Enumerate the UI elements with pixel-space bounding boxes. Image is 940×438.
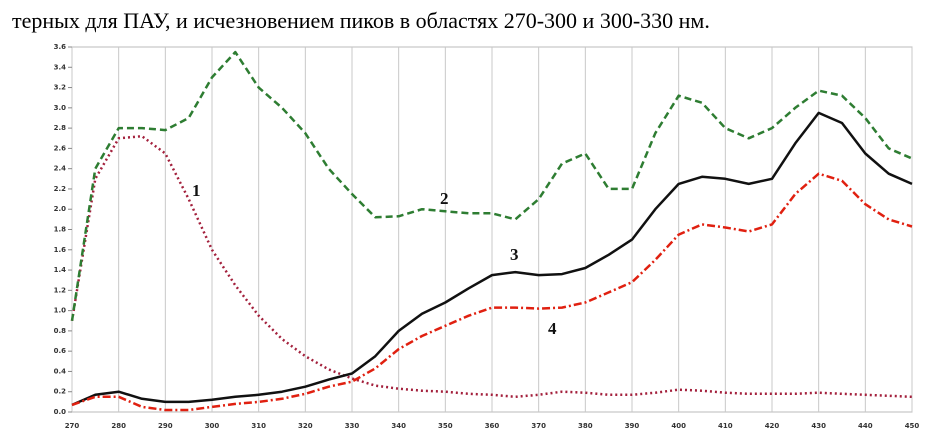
y-tick-label: 2.8 (54, 124, 67, 132)
y-tick-label: 2.2 (54, 185, 67, 193)
caption: терных для ПАУ, и исчезновением пиков в … (12, 8, 710, 33)
y-tick-label: 0.6 (54, 347, 67, 355)
y-tick-label: 3.6 (54, 43, 67, 51)
y-tick-label: 1.2 (54, 286, 67, 294)
x-tick-label: 400 (671, 422, 686, 430)
y-tick-label: 2.4 (54, 165, 67, 173)
x-tick-label: 350 (438, 422, 453, 430)
y-tick-label: 1.4 (54, 266, 67, 274)
y-tick-label: 2.6 (54, 144, 67, 152)
y-tick-label: 2.0 (54, 205, 67, 213)
x-tick-label: 440 (858, 422, 873, 430)
x-tick-label: 450 (905, 422, 920, 430)
x-tick-label: 270 (65, 422, 80, 430)
x-tick-label: 300 (205, 422, 220, 430)
y-tick-label: 1.0 (54, 307, 67, 315)
y-tick-label: 0.2 (54, 388, 67, 396)
x-tick-label: 430 (811, 422, 826, 430)
y-tick-label: 3.2 (54, 84, 67, 92)
x-tick-label: 330 (345, 422, 360, 430)
y-tick-label: 0.8 (54, 327, 67, 335)
y-tick-label: 0.4 (54, 367, 67, 375)
y-tick-label: 0.0 (54, 408, 67, 416)
series-line (71, 111, 913, 407)
x-tick-label: 370 (531, 422, 546, 430)
series-label: 2 (440, 189, 449, 208)
y-tick-label: 1.6 (54, 246, 67, 254)
y-tick-label: 3.0 (54, 104, 67, 112)
series-label: 1 (192, 181, 201, 200)
series-label: 3 (510, 245, 519, 264)
series-line (71, 172, 913, 412)
x-tick-label: 310 (251, 422, 266, 430)
x-tick-label: 340 (391, 422, 406, 430)
x-tick-label: 360 (485, 422, 500, 430)
x-tick-label: 410 (718, 422, 733, 430)
x-tick-label: 320 (298, 422, 313, 430)
series-line (70, 134, 913, 399)
y-tick-label: 1.8 (54, 226, 67, 234)
x-tick-label: 420 (765, 422, 780, 430)
y-tick-label: 3.4 (54, 63, 67, 71)
x-tick-label: 380 (578, 422, 593, 430)
series-label: 4 (548, 319, 557, 338)
x-tick-label: 390 (625, 422, 640, 430)
x-tick-label: 280 (111, 422, 126, 430)
series-line (70, 50, 913, 321)
x-tick-label: 290 (158, 422, 173, 430)
